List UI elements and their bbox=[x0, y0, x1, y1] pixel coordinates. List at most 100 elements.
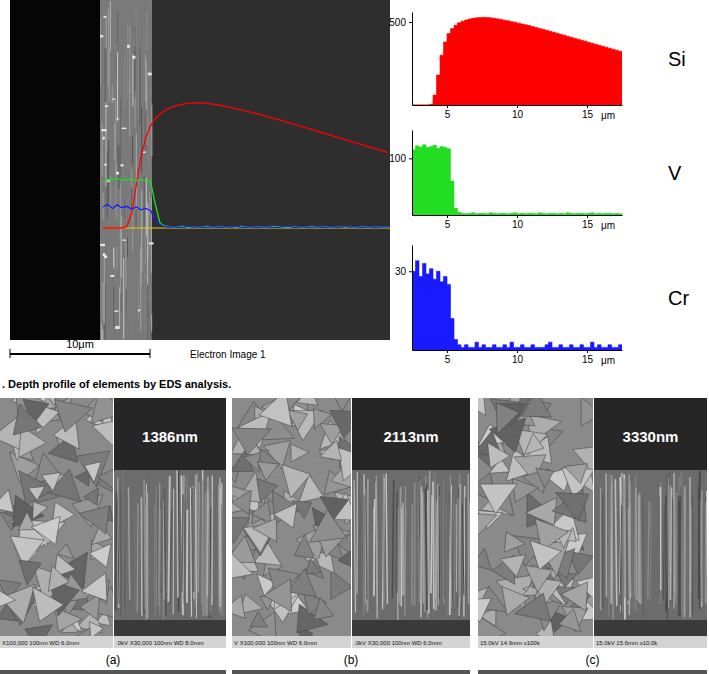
film-texture bbox=[106, 17, 107, 48]
cross-section-substrate bbox=[114, 620, 226, 636]
film-texture bbox=[116, 205, 117, 221]
film-texture bbox=[131, 187, 132, 208]
column-texture bbox=[178, 471, 180, 612]
column-texture bbox=[674, 473, 675, 603]
grain bbox=[320, 440, 342, 460]
column-texture bbox=[118, 501, 119, 605]
column-texture bbox=[417, 478, 418, 602]
film-texture bbox=[113, 270, 114, 340]
column-texture bbox=[423, 492, 424, 603]
plot-area bbox=[412, 145, 622, 215]
film-speck bbox=[100, 35, 103, 37]
film-texture bbox=[138, 54, 139, 119]
element-chart: 3051015μmCr bbox=[395, 246, 690, 367]
grain bbox=[512, 479, 538, 503]
film-texture bbox=[132, 136, 133, 165]
film-speck bbox=[103, 253, 106, 256]
grain bbox=[561, 582, 588, 611]
grain bbox=[232, 549, 253, 580]
film-texture bbox=[140, 57, 141, 120]
cross-section-film bbox=[352, 470, 470, 620]
column-texture bbox=[356, 472, 357, 594]
grain bbox=[264, 579, 292, 612]
x-axis: 51015 bbox=[413, 350, 623, 365]
column-texture bbox=[425, 489, 426, 610]
grain bbox=[89, 622, 103, 639]
column-texture bbox=[672, 498, 674, 605]
film-texture bbox=[151, 315, 152, 332]
x-tick-mark bbox=[517, 215, 518, 218]
caption: . Depth profile of elements by EDS analy… bbox=[2, 378, 231, 390]
column-texture bbox=[662, 489, 663, 611]
film-texture bbox=[133, 22, 134, 37]
column-texture bbox=[376, 482, 377, 618]
film-texture bbox=[135, 316, 136, 336]
grain bbox=[48, 566, 69, 592]
x-tick-label: 15 bbox=[582, 354, 594, 365]
sem-panel: 3330nm15.0kV 14.9mm x100k15.0kV 15.6mm x… bbox=[464, 387, 707, 674]
film-texture bbox=[126, 287, 127, 325]
column-texture bbox=[220, 483, 221, 607]
column-texture bbox=[450, 475, 451, 608]
column-texture bbox=[620, 505, 621, 605]
column-texture bbox=[425, 476, 427, 612]
film-texture bbox=[121, 277, 122, 311]
column-texture bbox=[420, 487, 422, 618]
film-texture bbox=[132, 54, 133, 106]
column-texture bbox=[624, 479, 626, 598]
film-texture bbox=[136, 134, 137, 209]
film-speck bbox=[102, 137, 104, 140]
film-speck bbox=[100, 244, 105, 246]
column-texture bbox=[170, 509, 171, 604]
grain bbox=[28, 486, 44, 500]
x-tick-mark bbox=[447, 350, 448, 353]
grain bbox=[257, 478, 278, 502]
x-tick: 5 bbox=[445, 215, 451, 230]
x-tick-mark bbox=[587, 215, 588, 218]
film-texture bbox=[112, 86, 113, 104]
grain bbox=[320, 497, 349, 520]
column-texture bbox=[383, 473, 384, 604]
column-texture bbox=[608, 474, 611, 615]
film-texture bbox=[136, 8, 137, 52]
element-label: Cr bbox=[668, 287, 689, 309]
top-view bbox=[0, 398, 113, 636]
grain bbox=[232, 428, 271, 455]
column-texture bbox=[183, 476, 184, 600]
film-speck bbox=[112, 98, 115, 99]
film-speck bbox=[148, 73, 152, 76]
overlay-profile bbox=[103, 204, 388, 227]
film-texture bbox=[129, 82, 130, 137]
y-tick: 100 bbox=[389, 153, 412, 164]
cross-section-top bbox=[594, 398, 707, 470]
column-texture bbox=[699, 471, 700, 599]
sem-image bbox=[232, 398, 470, 648]
film-speck bbox=[143, 151, 146, 152]
cross-section-film bbox=[594, 470, 707, 620]
x-tick: 10 bbox=[512, 105, 524, 120]
y-axis: 100 bbox=[389, 131, 412, 216]
film-speck bbox=[105, 105, 108, 107]
film-speck bbox=[127, 45, 130, 48]
next-row-image bbox=[232, 670, 470, 674]
film-speck bbox=[115, 326, 120, 329]
x-axis-unit: μm bbox=[601, 110, 615, 121]
column-texture bbox=[623, 474, 626, 619]
film-texture bbox=[139, 47, 140, 126]
film-texture bbox=[106, 103, 107, 187]
film-speck bbox=[104, 164, 107, 166]
film-texture bbox=[138, 277, 139, 321]
film-texture bbox=[114, 250, 115, 269]
film-texture bbox=[137, 107, 138, 159]
column-texture bbox=[211, 476, 213, 605]
x-axis: 51015 bbox=[413, 105, 623, 120]
column-texture bbox=[134, 509, 136, 611]
film-texture bbox=[127, 238, 128, 258]
grain bbox=[314, 598, 334, 620]
grain bbox=[282, 465, 311, 499]
column-texture bbox=[628, 474, 630, 607]
panel-label: (c) bbox=[586, 653, 600, 667]
grain bbox=[288, 569, 317, 597]
column-texture bbox=[386, 473, 387, 604]
x-tick-label: 10 bbox=[512, 354, 524, 365]
